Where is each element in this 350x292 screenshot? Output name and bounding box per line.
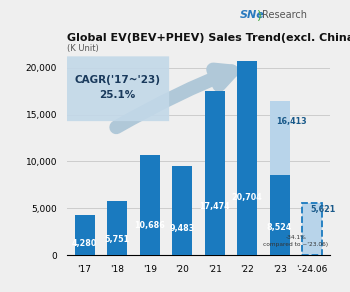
Text: 16,413: 16,413 (276, 117, 307, 126)
Bar (140, 155, 160, 256)
Bar (237, 61, 257, 256)
Text: 4,280: 4,280 (72, 239, 97, 248)
Bar (172, 166, 192, 256)
Bar (205, 91, 225, 256)
Text: SNe: SNe (240, 10, 265, 20)
Text: 5,621: 5,621 (310, 205, 335, 214)
Text: -34.1%
compared to ~'23.06): -34.1% compared to ~'23.06) (264, 235, 329, 247)
Bar (302, 203, 322, 256)
Text: 10,686: 10,686 (134, 221, 165, 230)
Text: 9,483: 9,483 (169, 224, 195, 233)
Text: CAGR('17~'23)
25.1%: CAGR('17~'23) 25.1% (74, 75, 160, 100)
Text: (K Unit): (K Unit) (67, 44, 98, 53)
Bar (270, 175, 290, 256)
Text: 20,704: 20,704 (232, 192, 262, 201)
Bar (107, 201, 127, 256)
Text: 8,524: 8,524 (267, 223, 292, 232)
Text: 17,474: 17,474 (199, 202, 230, 211)
Text: 5,751: 5,751 (105, 235, 130, 244)
Bar (75, 215, 95, 256)
Text: Global EV(BEV+PHEV) Sales Trend(excl. China): Global EV(BEV+PHEV) Sales Trend(excl. Ch… (67, 32, 350, 43)
FancyBboxPatch shape (65, 56, 169, 121)
Text: Research: Research (262, 10, 307, 20)
Text: ): ) (257, 10, 262, 23)
Bar (270, 101, 290, 175)
